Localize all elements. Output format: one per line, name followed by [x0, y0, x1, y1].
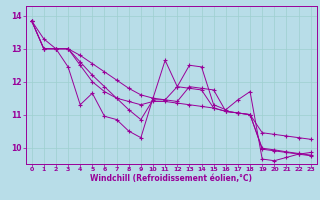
X-axis label: Windchill (Refroidissement éolien,°C): Windchill (Refroidissement éolien,°C) [90, 174, 252, 183]
